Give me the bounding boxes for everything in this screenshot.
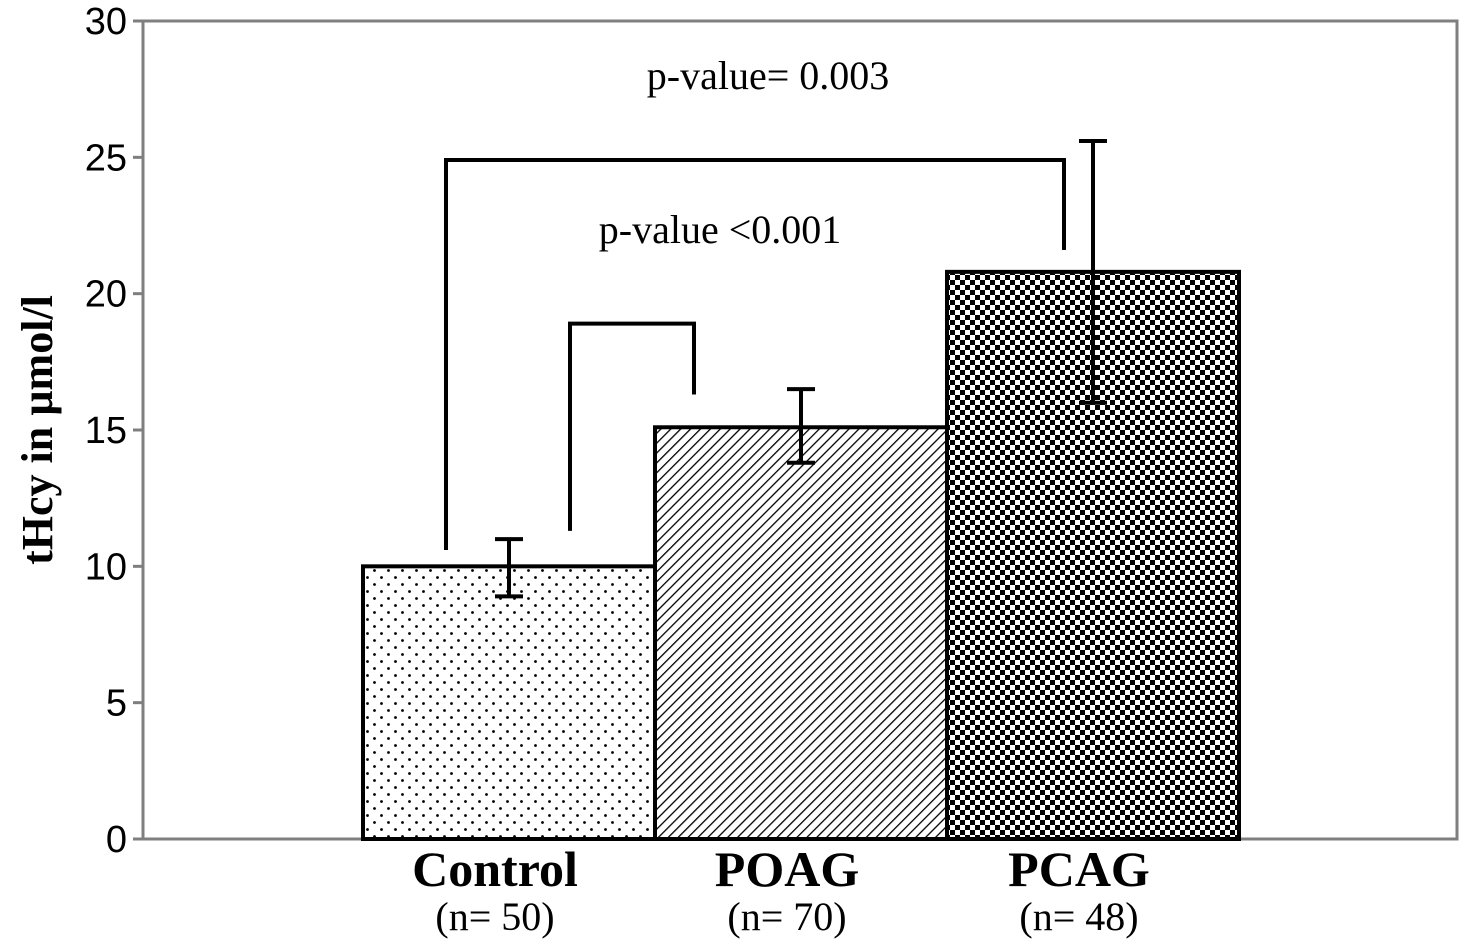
bracket-control-pcag: p-value= 0.003 [444, 53, 1066, 550]
significance-brackets: p-value <0.001 p-value= 0.003 [444, 53, 1066, 550]
category-label: Control [412, 841, 578, 897]
y-tick-label: 5 [106, 683, 127, 725]
bar-poag [653, 425, 949, 841]
error-bar-control [495, 537, 523, 599]
bracket-control-poag: p-value <0.001 [568, 207, 842, 531]
error-bar-pcag [1079, 138, 1107, 405]
category-label: PCAG [1008, 841, 1150, 897]
y-tick-label: 25 [85, 137, 127, 179]
p-value-annotation: p-value <0.001 [599, 207, 842, 252]
y-tick-label: 20 [85, 274, 127, 316]
bar-control [361, 564, 657, 841]
bars [361, 269, 1241, 841]
category-sample-size: (n= 70) [727, 894, 846, 939]
y-tick-label: 10 [85, 546, 127, 588]
category-label: POAG [715, 841, 859, 897]
error-bars [495, 138, 1107, 599]
y-tick-label: 0 [106, 819, 127, 861]
error-bar-poag [787, 387, 815, 465]
y-tick-label: 30 [85, 1, 127, 43]
y-axis-label: tHcy in µmol/l [13, 295, 62, 565]
p-value-annotation: p-value= 0.003 [647, 53, 890, 98]
y-tick-label: 15 [85, 410, 127, 452]
bar-pcag [945, 269, 1241, 841]
category-sample-size: (n= 50) [435, 894, 554, 939]
y-axis-ticks: 0 5 10 15 20 25 30 [85, 1, 143, 861]
x-axis-labels: Control(n= 50) POAG(n= 70) PCAG(n= 48) [412, 841, 1150, 939]
category-sample-size: (n= 48) [1019, 894, 1138, 939]
